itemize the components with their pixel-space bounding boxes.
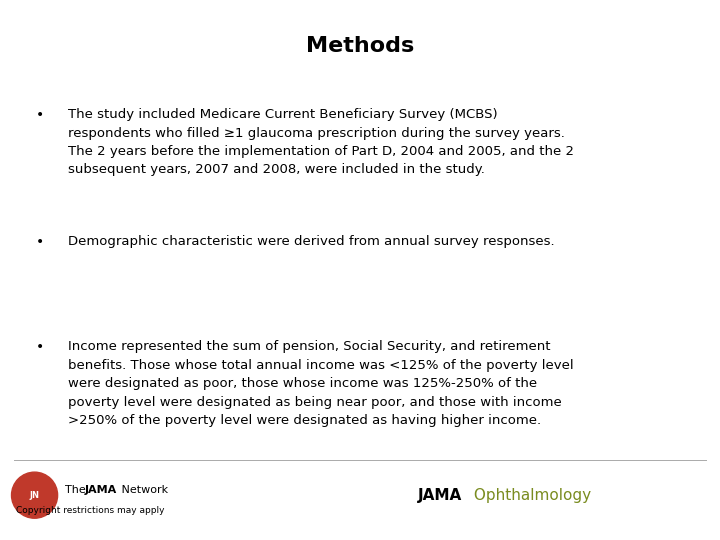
Text: JN: JN bbox=[30, 491, 40, 500]
Text: JAMA: JAMA bbox=[418, 488, 462, 503]
Text: Copyright restrictions may apply: Copyright restrictions may apply bbox=[16, 506, 164, 515]
Text: Demographic characteristic were derived from annual survey responses.: Demographic characteristic were derived … bbox=[68, 235, 555, 248]
Text: Ophthalmology: Ophthalmology bbox=[469, 488, 592, 503]
Text: Income represented the sum of pension, Social Security, and retirement
benefits.: Income represented the sum of pension, S… bbox=[68, 340, 574, 427]
Text: •: • bbox=[35, 235, 44, 249]
Text: JAMA: JAMA bbox=[85, 485, 117, 495]
Text: The: The bbox=[65, 485, 89, 495]
Text: •: • bbox=[35, 340, 44, 354]
Ellipse shape bbox=[12, 472, 58, 518]
Text: Network: Network bbox=[118, 485, 168, 495]
Text: Methods: Methods bbox=[306, 36, 414, 56]
Text: •: • bbox=[35, 108, 44, 122]
Text: The study included Medicare Current Beneficiary Survey (MCBS)
respondents who fi: The study included Medicare Current Bene… bbox=[68, 108, 575, 177]
